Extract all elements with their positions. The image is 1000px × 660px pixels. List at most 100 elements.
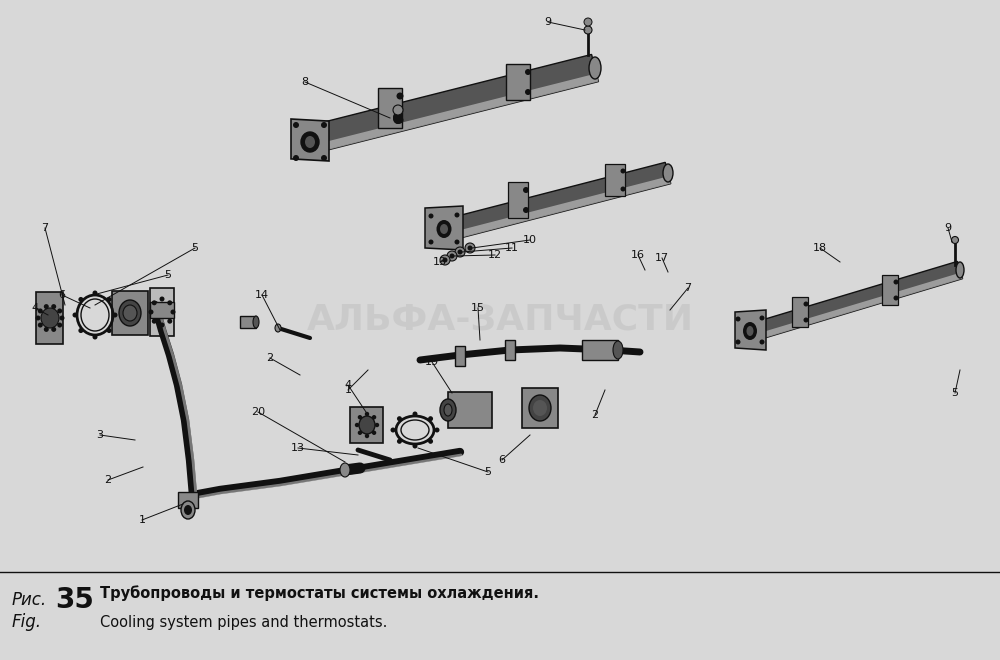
Text: 17: 17 — [655, 253, 669, 263]
Circle shape — [428, 416, 433, 421]
Circle shape — [397, 439, 402, 444]
Circle shape — [440, 255, 450, 265]
Circle shape — [36, 315, 40, 321]
Ellipse shape — [123, 305, 137, 321]
Ellipse shape — [253, 316, 259, 328]
Circle shape — [390, 428, 396, 432]
Polygon shape — [735, 310, 766, 350]
Text: 18: 18 — [813, 243, 827, 253]
Circle shape — [321, 155, 327, 161]
Ellipse shape — [440, 224, 448, 234]
Ellipse shape — [529, 395, 551, 421]
Circle shape — [428, 213, 434, 218]
Text: 3: 3 — [96, 430, 104, 440]
Polygon shape — [425, 206, 463, 250]
Polygon shape — [757, 261, 963, 339]
Circle shape — [894, 296, 898, 300]
Text: 4: 4 — [344, 380, 352, 390]
Circle shape — [365, 412, 369, 416]
Ellipse shape — [613, 341, 623, 359]
Text: 9: 9 — [944, 223, 952, 233]
Text: 20: 20 — [251, 407, 265, 417]
Circle shape — [107, 297, 112, 302]
Circle shape — [152, 300, 157, 306]
Polygon shape — [882, 275, 898, 305]
Text: 5: 5 — [192, 243, 198, 253]
Text: 13: 13 — [433, 257, 447, 267]
Text: 5: 5 — [484, 467, 492, 477]
Circle shape — [112, 312, 118, 317]
Ellipse shape — [181, 501, 195, 519]
Ellipse shape — [440, 399, 456, 421]
Circle shape — [167, 300, 172, 306]
Circle shape — [428, 439, 433, 444]
Circle shape — [293, 155, 299, 161]
Circle shape — [293, 122, 299, 128]
Text: 13: 13 — [291, 443, 305, 453]
Circle shape — [468, 246, 473, 251]
Circle shape — [72, 312, 78, 317]
Ellipse shape — [956, 262, 964, 278]
Circle shape — [78, 297, 83, 302]
Text: 10: 10 — [523, 235, 537, 245]
Ellipse shape — [589, 57, 601, 79]
Circle shape — [523, 207, 529, 213]
Polygon shape — [178, 492, 198, 508]
Text: 2: 2 — [104, 475, 112, 485]
Circle shape — [450, 253, 454, 259]
Ellipse shape — [584, 26, 592, 34]
Polygon shape — [448, 392, 492, 428]
Text: Cooling system pipes and thermostats.: Cooling system pipes and thermostats. — [100, 614, 387, 630]
Text: АЛЬФА-ЗАПЧАСТИ: АЛЬФА-ЗАПЧАСТИ — [306, 303, 694, 337]
Ellipse shape — [393, 112, 403, 124]
Polygon shape — [378, 88, 402, 128]
Circle shape — [894, 279, 898, 284]
Polygon shape — [505, 340, 515, 360]
Ellipse shape — [119, 300, 141, 326]
Circle shape — [393, 105, 403, 115]
Circle shape — [455, 247, 465, 257]
Ellipse shape — [275, 324, 281, 332]
Text: 5: 5 — [164, 270, 172, 280]
Text: 15: 15 — [471, 303, 485, 313]
Text: 14: 14 — [255, 290, 269, 300]
Circle shape — [525, 69, 531, 75]
Polygon shape — [350, 407, 383, 443]
Circle shape — [458, 249, 462, 255]
Ellipse shape — [340, 463, 350, 477]
Text: 2: 2 — [266, 353, 274, 363]
Text: 12: 12 — [488, 250, 502, 260]
Circle shape — [447, 251, 457, 261]
Ellipse shape — [533, 400, 547, 416]
Circle shape — [78, 328, 83, 333]
Ellipse shape — [663, 164, 673, 182]
Text: 6: 6 — [58, 290, 66, 300]
Circle shape — [38, 323, 43, 327]
Circle shape — [413, 411, 418, 416]
Polygon shape — [456, 176, 671, 239]
Ellipse shape — [743, 322, 757, 340]
Text: 5: 5 — [952, 388, 958, 398]
Polygon shape — [291, 119, 329, 161]
Circle shape — [584, 18, 592, 26]
Text: 11: 11 — [505, 243, 519, 253]
Circle shape — [107, 328, 112, 333]
Polygon shape — [311, 73, 598, 154]
Text: 19: 19 — [425, 357, 439, 367]
Polygon shape — [112, 291, 148, 335]
Text: 7: 7 — [41, 223, 49, 233]
Circle shape — [413, 444, 418, 449]
Circle shape — [148, 310, 154, 315]
Circle shape — [465, 243, 475, 253]
Circle shape — [57, 323, 62, 327]
Text: Рис.: Рис. — [12, 591, 47, 609]
Circle shape — [454, 240, 460, 244]
Polygon shape — [307, 54, 598, 154]
Ellipse shape — [359, 416, 375, 434]
Ellipse shape — [41, 308, 59, 328]
Polygon shape — [455, 346, 465, 366]
Ellipse shape — [444, 404, 452, 416]
Circle shape — [51, 304, 56, 309]
Circle shape — [396, 92, 404, 100]
Polygon shape — [792, 297, 808, 327]
